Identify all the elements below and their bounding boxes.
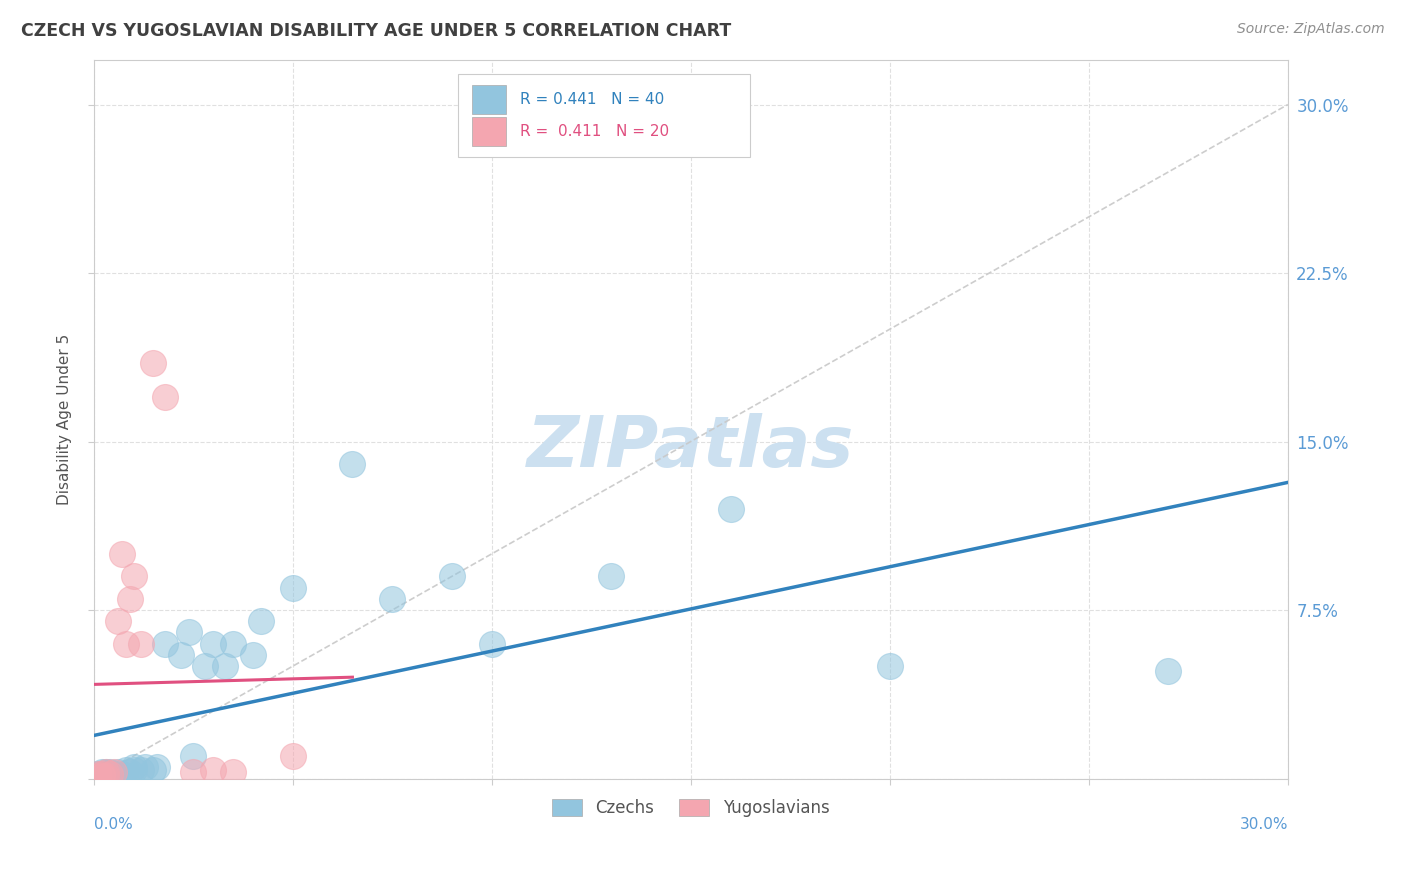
Point (94, 767, 117, 781)
Point (107, 614, 129, 628)
Point (142, 763, 165, 777)
Point (90, 764, 112, 779)
Point (142, 356, 165, 370)
Point (94, 769, 117, 783)
Point (131, 637, 153, 651)
Point (118, 764, 141, 779)
Text: 0.0%: 0.0% (94, 817, 132, 832)
Point (202, 763, 225, 777)
Point (281, 581, 304, 595)
Point (131, 763, 153, 777)
Point (114, 637, 136, 651)
Point (181, 749, 204, 764)
Point (90, 769, 112, 783)
Point (122, 763, 145, 777)
Point (381, 591, 404, 606)
Point (155, 637, 177, 651)
Point (122, 569, 145, 583)
Point (118, 591, 141, 606)
Point (114, 763, 136, 777)
Point (481, 637, 503, 651)
Text: CZECH VS YUGOSLAVIAN DISABILITY AGE UNDER 5 CORRELATION CHART: CZECH VS YUGOSLAVIAN DISABILITY AGE UNDE… (21, 22, 731, 40)
Point (179, 625, 201, 640)
Point (98, 764, 121, 779)
Point (86, 769, 108, 783)
Point (194, 659, 217, 673)
Point (222, 764, 245, 779)
Point (214, 659, 236, 673)
Point (250, 614, 273, 628)
Point (146, 760, 169, 774)
Text: 30.0%: 30.0% (1239, 817, 1288, 832)
FancyBboxPatch shape (472, 85, 506, 113)
Point (103, 767, 125, 781)
Y-axis label: Disability Age Under 5: Disability Age Under 5 (58, 334, 72, 505)
Point (202, 637, 225, 651)
Point (281, 749, 304, 764)
Point (103, 769, 125, 783)
Point (90, 769, 112, 783)
Point (107, 764, 129, 779)
Point (720, 502, 742, 516)
Legend: Czechs, Yugoslavians: Czechs, Yugoslavians (546, 793, 837, 824)
Point (342, 457, 364, 471)
Text: ZIPatlas: ZIPatlas (527, 413, 855, 483)
Point (94, 769, 117, 783)
Text: R =  0.411   N = 20: R = 0.411 N = 20 (520, 124, 669, 139)
Point (86, 769, 108, 783)
Point (86, 767, 108, 781)
Point (103, 764, 125, 779)
Point (98, 767, 121, 781)
Point (98, 767, 121, 781)
Point (94, 764, 117, 779)
Point (94, 764, 117, 779)
Point (155, 390, 177, 404)
Point (170, 648, 193, 662)
Point (86, 767, 108, 781)
Point (110, 767, 132, 781)
FancyBboxPatch shape (472, 117, 506, 146)
Point (181, 764, 204, 779)
Point (134, 760, 156, 774)
Point (90, 767, 112, 781)
Point (122, 760, 145, 774)
Point (1157, 664, 1180, 678)
Point (242, 648, 264, 662)
Point (600, 569, 623, 583)
Text: R = 0.441   N = 40: R = 0.441 N = 40 (520, 92, 664, 107)
FancyBboxPatch shape (458, 74, 751, 157)
Text: Source: ZipAtlas.com: Source: ZipAtlas.com (1237, 22, 1385, 37)
Point (110, 547, 132, 561)
Point (440, 569, 463, 583)
Point (222, 637, 245, 651)
Point (879, 659, 901, 673)
